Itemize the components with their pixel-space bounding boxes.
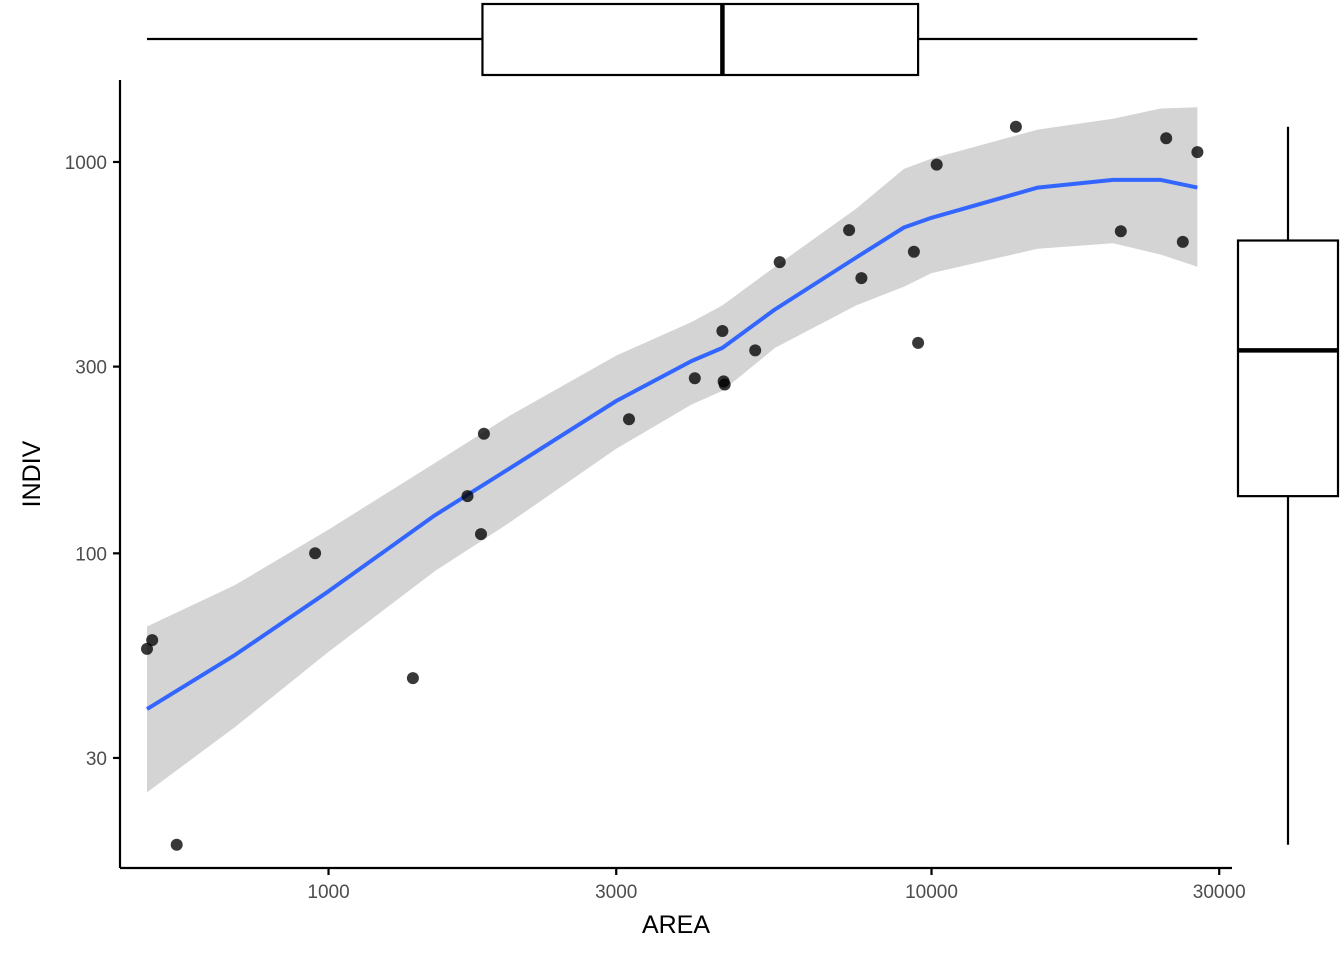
data-point (1009, 120, 1022, 133)
y-tick-label: 30 (86, 749, 107, 770)
x-tick-label: 30000 (1193, 882, 1246, 903)
y-axis-title: INDIV (18, 440, 46, 507)
data-point (773, 256, 786, 269)
data-point (309, 547, 322, 560)
y-tick-label: 300 (75, 358, 107, 379)
x-tick-label: 3000 (595, 882, 637, 903)
y-boxplot-box (1236, 239, 1340, 498)
data-point (843, 224, 856, 237)
data-point (1191, 146, 1204, 159)
smooth-line-layer (145, 177, 1198, 711)
y-tick-label: 1000 (65, 153, 107, 174)
x-tick-label: 10000 (905, 882, 958, 903)
data-point (1114, 225, 1127, 238)
data-point (912, 336, 925, 349)
data-point (146, 634, 159, 647)
data-point (406, 672, 419, 685)
data-point (930, 158, 943, 171)
confidence-band (147, 107, 1198, 793)
x-marginal-boxplot (147, 2, 1198, 77)
axes-layer (118, 80, 1232, 870)
data-point (688, 372, 701, 385)
y-marginal-boxplot (1236, 126, 1340, 845)
smooth-line (145, 177, 1198, 711)
data-point (623, 413, 635, 426)
data-point (477, 427, 490, 440)
data-point (1176, 235, 1189, 248)
data-point (718, 378, 731, 391)
confidence-band-layer (147, 107, 1198, 793)
data-point (716, 325, 729, 337)
data-point (1160, 132, 1173, 145)
data-point (170, 838, 183, 851)
data-point (475, 528, 487, 541)
ticks-layer: 1000 3000 10000 30000 30 100 300 1000 (65, 153, 1246, 903)
x-tick-label: 1000 (307, 882, 349, 903)
data-point (907, 245, 920, 258)
data-point (749, 344, 762, 357)
data-point (141, 642, 153, 655)
data-point (461, 490, 474, 503)
x-boxplot-box (481, 2, 920, 77)
points-layer (141, 120, 1204, 851)
x-axis-title: AREA (642, 911, 710, 939)
y-tick-label: 100 (75, 544, 107, 565)
data-point (855, 272, 868, 285)
